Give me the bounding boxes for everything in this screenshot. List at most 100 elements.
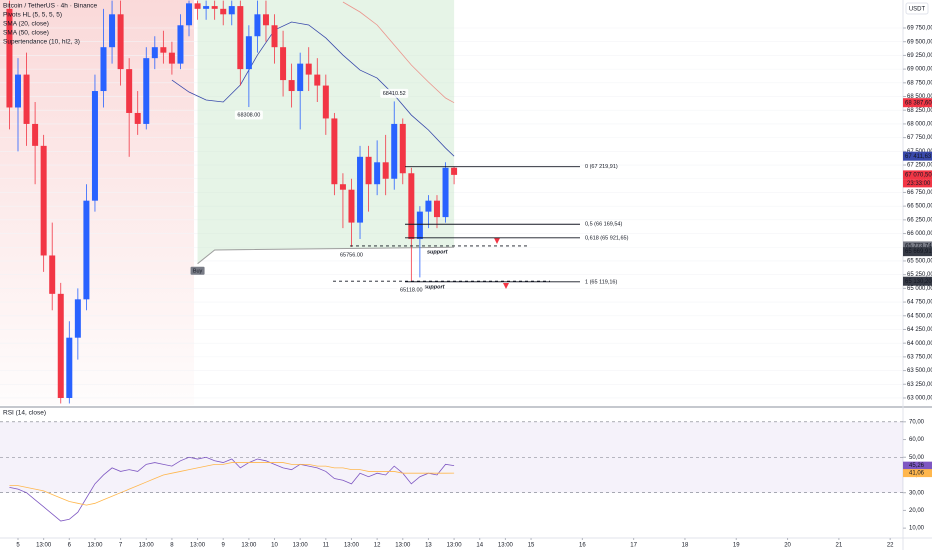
sma-line — [342, 1, 455, 104]
y-tick-label: 66 500,00 — [907, 204, 932, 210]
pivot-label: 65118.00 — [400, 287, 423, 293]
pivot-label: 65756.00 — [340, 252, 363, 258]
legend-entry: SMA (20, close) — [3, 21, 49, 28]
x-tick-label: 10 — [271, 543, 278, 549]
signal-box — [190, 266, 205, 275]
y-tick-label: 68 000,00 — [907, 122, 932, 128]
candle-body — [220, 8, 227, 15]
y-tick-label: 68 500,00 — [907, 94, 932, 100]
y-tick-label: 64 250,00 — [907, 327, 932, 333]
x-tick-label: 12 — [374, 543, 381, 549]
y-tick-label: 10,00 — [909, 526, 925, 532]
candle-body — [6, 8, 13, 108]
candle-body — [74, 299, 81, 338]
candle-body — [433, 200, 440, 218]
support-label: support — [427, 249, 449, 255]
price-marker — [903, 170, 932, 180]
price-marker-label: 67 070,50 — [905, 172, 932, 178]
y-tick-label: 69 500,00 — [907, 39, 932, 45]
x-tick-label: 13:00 — [498, 543, 514, 549]
rsi-title: RSI (14, close) — [3, 410, 46, 417]
x-tick-label: 7 — [119, 543, 123, 549]
candle-body — [14, 74, 21, 108]
candle-body — [168, 52, 175, 64]
y-tick-label: 69 750,00 — [907, 26, 932, 32]
value-marker — [903, 469, 932, 478]
symbol-title: Bitcoin / TetherUS · 4h · Binance — [3, 3, 98, 10]
x-tick-label: 5 — [16, 543, 20, 549]
candle-body — [126, 69, 133, 113]
x-tick-label: 8 — [170, 543, 174, 549]
y-tick-label: 60,00 — [909, 437, 925, 443]
y-tick-label: 64 500,00 — [907, 313, 932, 319]
candle-body — [83, 200, 90, 300]
candle-body — [49, 255, 56, 294]
y-tick-label: 66 000,00 — [907, 231, 932, 237]
fib-label: 0,618 (65 921,65) — [585, 235, 629, 241]
x-tick-label: 18 — [682, 543, 689, 549]
candle-body — [32, 123, 39, 146]
price-marker-label: 65 669,91 — [905, 249, 932, 255]
pivot-box — [380, 88, 409, 98]
y-tick-label: 50,00 — [909, 455, 925, 461]
pivot-box — [397, 285, 426, 295]
x-tick-label: 13:00 — [395, 543, 411, 549]
candle-body — [425, 200, 432, 212]
fib-label: 0,5 (66 169,54) — [585, 222, 622, 228]
y-tick-label: 70,00 — [909, 419, 925, 425]
candle-body — [23, 74, 30, 124]
x-tick-label: 19 — [733, 543, 740, 549]
x-tick-label: 22 — [887, 543, 894, 549]
legend-entry: Supertendance (10, hl2, 3) — [3, 39, 80, 46]
candle-body — [57, 293, 64, 398]
candle-body — [40, 145, 47, 256]
candle-body — [357, 156, 364, 223]
x-tick-label: 15 — [528, 543, 535, 549]
fib-label: 1 (65 119,16) — [585, 279, 617, 285]
y-tick-label: 68 750,00 — [907, 80, 932, 86]
value-marker-label: 41,06 — [909, 471, 925, 477]
x-tick-label: 13:00 — [241, 543, 257, 549]
price-marker-label: 68 387,60 — [905, 100, 932, 106]
arrow-down — [503, 283, 509, 289]
countdown-box — [903, 179, 932, 188]
candle-body — [305, 63, 312, 75]
price-pane: Buy — [0, 0, 903, 404]
candle-body — [109, 14, 116, 48]
value-marker — [903, 461, 932, 470]
x-tick-label: 6 — [68, 543, 72, 549]
x-tick-label: 13:00 — [344, 543, 360, 549]
candle-body — [451, 167, 458, 175]
y-tick-label: 69 000,00 — [907, 67, 932, 73]
price-marker — [903, 151, 932, 161]
candle-body — [382, 162, 389, 179]
candle-body — [177, 25, 184, 64]
candle-body — [91, 91, 98, 201]
y-tick-label: 30,00 — [909, 490, 925, 496]
y-tick-label: 68 250,00 — [907, 108, 932, 114]
y-tick-label: 63 750,00 — [907, 354, 932, 360]
candle-body — [160, 47, 167, 53]
price-marker — [903, 98, 932, 108]
x-tick-label: 14 — [476, 543, 483, 549]
price-marker-label: 65 773,74 — [905, 244, 932, 250]
candle-body — [254, 14, 261, 37]
candle-body — [203, 6, 210, 9]
pivot-box — [337, 250, 366, 260]
support-label: support — [424, 285, 446, 291]
candle-body — [280, 47, 287, 81]
candle-body — [237, 6, 244, 70]
x-tick-label: 20 — [784, 543, 791, 549]
fib-label: 0 (67 219,91) — [585, 164, 618, 170]
candle-body — [228, 6, 235, 15]
candle-body — [117, 14, 124, 70]
price-marker — [903, 241, 932, 251]
y-tick-label: 64 750,00 — [907, 300, 932, 306]
pivot-box — [234, 110, 263, 120]
price-marker-label: 67 411,63 — [905, 154, 932, 160]
y-tick-label: 66 750,00 — [907, 190, 932, 196]
price-marker — [903, 247, 932, 257]
candle-body — [314, 74, 321, 86]
candle-body — [365, 156, 372, 185]
